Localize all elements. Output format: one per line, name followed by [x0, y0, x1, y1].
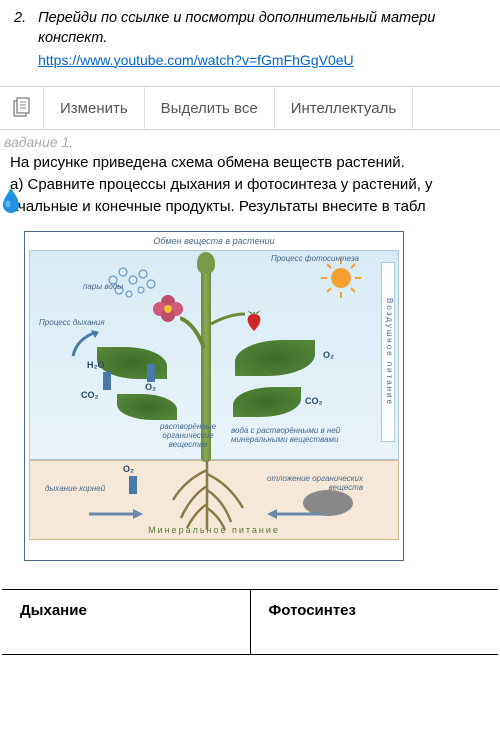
co2-label-2: CO₂: [305, 396, 323, 406]
water-vapor-bubbles: [105, 260, 165, 300]
plant-bud: [197, 252, 215, 274]
respiration-label: Процесс дыхания: [39, 318, 105, 327]
respiration-arrow: [71, 328, 101, 358]
diagram-container: Обмен веществ в растении Минеральное пит…: [24, 231, 404, 561]
water-drop-icon: [0, 186, 22, 214]
deposition-label: отложение органических веществ: [263, 474, 363, 492]
task-instruction-2: конспект.: [38, 28, 486, 48]
task-number: 2.: [14, 8, 26, 70]
table-col-respiration: Дыхание: [2, 590, 251, 654]
arrow-1: [147, 364, 155, 382]
water-vapor-label: пары воды: [83, 282, 123, 291]
select-all-button[interactable]: Выделить все: [145, 87, 275, 129]
arrow-root: [129, 476, 137, 494]
content-area: вадание 1. На рисунке приведена схема об…: [0, 130, 500, 655]
o2-root-label: O₂: [123, 464, 134, 474]
water-minerals-label: вода с растворёнными в ней минеральными …: [231, 426, 351, 444]
mineral-arrow-right: [265, 507, 325, 521]
body-line-2: а) Сравните процессы дыхания и фотосинте…: [10, 174, 496, 196]
body-line-3: ачальные и конечные продукты. Результаты…: [10, 196, 496, 218]
edit-button[interactable]: Изменить: [44, 87, 145, 129]
plant-root: [165, 460, 255, 535]
body-line-1: На рисунке приведена схема обмена вещест…: [10, 152, 496, 174]
photosynthesis-label: Процесс фотосинтеза: [271, 254, 359, 263]
table-col-photosynthesis: Фотосинтез: [251, 590, 499, 654]
diagram-title: Обмен веществ в растении: [25, 236, 403, 246]
task-header: 2. Перейди по ссылке и посмотри дополнит…: [0, 0, 500, 82]
dissolved-label: растворённые органические вещества: [153, 422, 223, 449]
youtube-link[interactable]: https://www.youtube.com/watch?v=fGmFhGgV…: [38, 51, 486, 71]
air-nutrition-label: Воздушное питание: [381, 262, 395, 442]
task-instruction-1: Перейди по ссылке и посмотри дополнитель…: [38, 8, 486, 28]
root-resp-label: дыхание корней: [45, 484, 105, 493]
o2-label-1: O₂: [145, 382, 156, 392]
assignment-body: На рисунке приведена схема обмена вещест…: [2, 150, 498, 223]
toolbar: Изменить Выделить все Интеллектуаль: [0, 86, 500, 130]
co2-label-1: CO₂: [81, 390, 99, 400]
intelligent-button[interactable]: Интеллектуаль: [275, 87, 413, 129]
arrow-2: [103, 372, 111, 390]
mineral-arrow-left: [85, 507, 145, 521]
metabolism-diagram: Обмен веществ в растении Минеральное пит…: [24, 231, 404, 561]
flower-stem: [180, 314, 210, 350]
berry-stem: [211, 310, 247, 330]
comparison-table: Дыхание Фотосинтез: [2, 589, 498, 655]
h2o-label: H₂O: [87, 360, 105, 370]
assignment-heading: вадание 1.: [2, 134, 498, 150]
document-icon[interactable]: [0, 86, 44, 130]
o2-label-2: O₂: [323, 350, 334, 360]
